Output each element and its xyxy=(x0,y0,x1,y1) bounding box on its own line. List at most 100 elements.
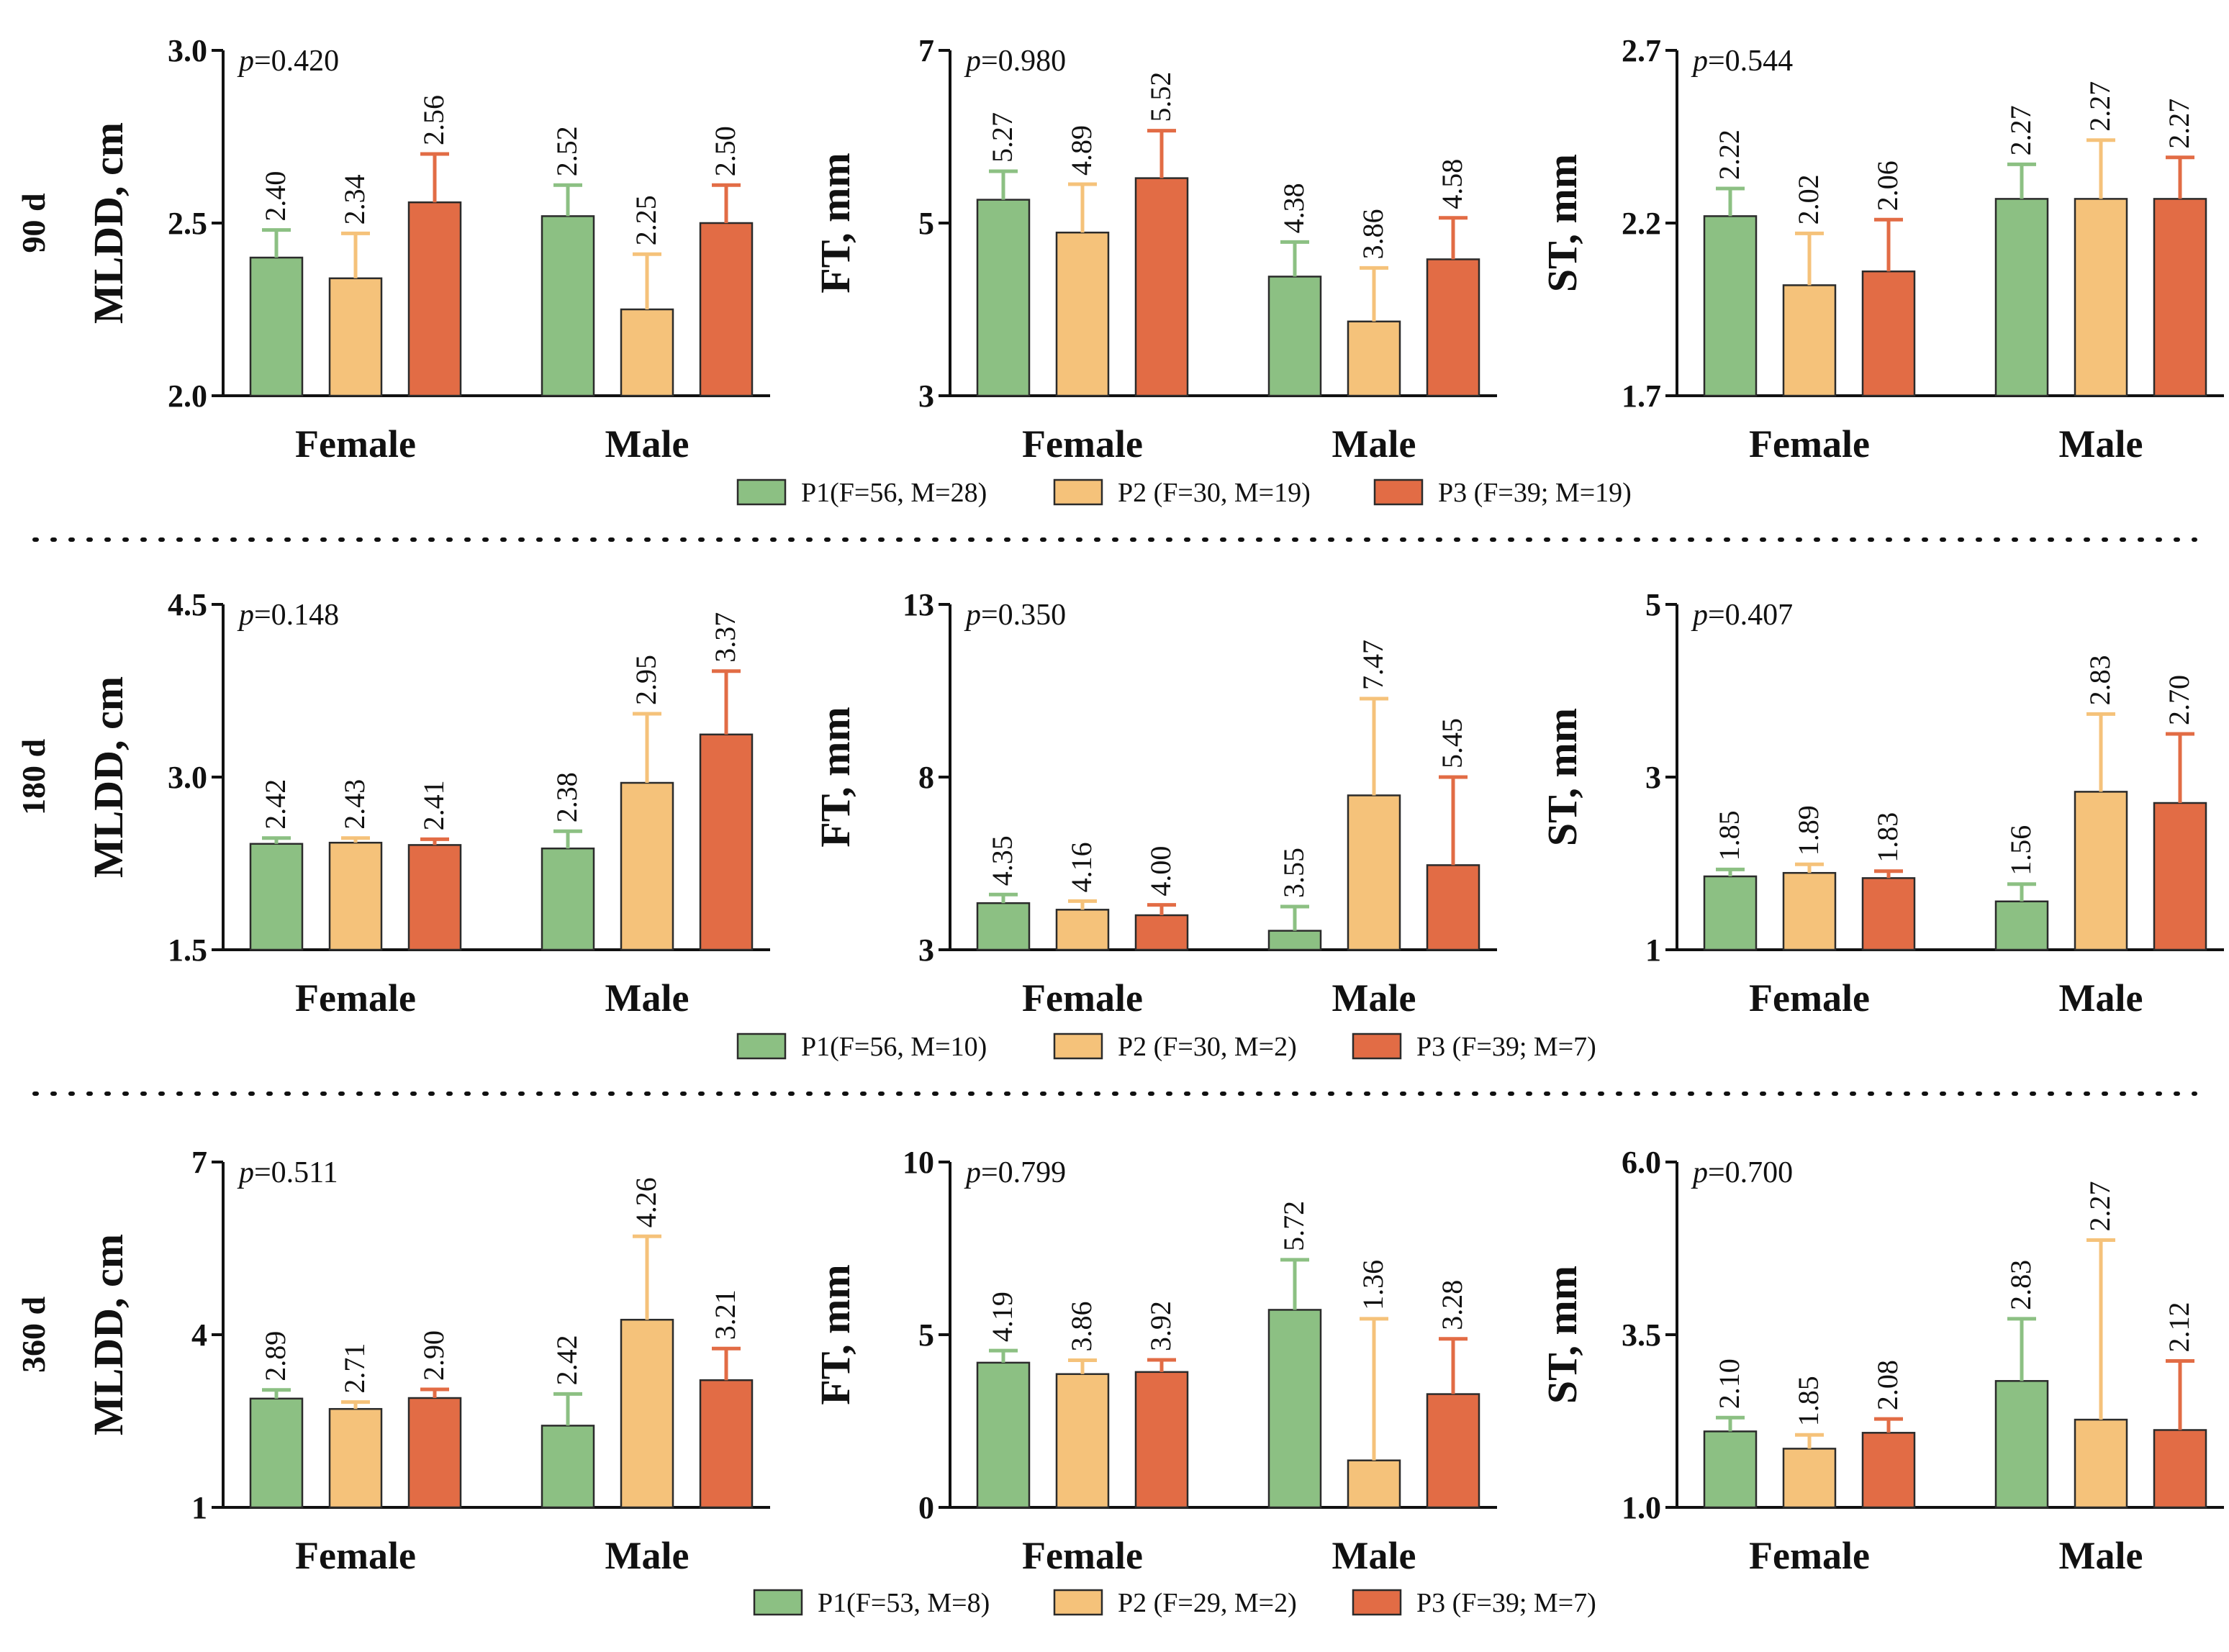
bar-value-label: 1.83 xyxy=(1871,812,1904,863)
y-tick-label: 5 xyxy=(1645,587,1661,622)
bar-value-label: 2.27 xyxy=(2004,105,2037,155)
y-axis-title: FT, mm xyxy=(812,153,859,293)
bar xyxy=(1782,1448,1837,1509)
p-value-label: p=0.420 xyxy=(237,45,339,78)
bar-value-label: 2.50 xyxy=(709,126,741,176)
p-value-italic-p: p xyxy=(1691,1156,1708,1189)
bar xyxy=(328,841,383,951)
legend: P1(F=56, M=10) P2 (F=30, M=2) P3 (F=39; M=… xyxy=(736,1032,1596,1062)
bar-value-label: 4.35 xyxy=(986,835,1018,886)
y-tick-label: 3.0 xyxy=(168,33,207,68)
bar xyxy=(2153,802,2207,951)
bar xyxy=(1861,270,1916,397)
x-category-label: Female xyxy=(295,422,416,466)
legend-swatch xyxy=(1053,478,1103,506)
legend-label: P2 (F=30, M=19) xyxy=(1118,478,1311,508)
bar xyxy=(2074,791,2128,951)
bar-value-label: 3.86 xyxy=(1065,1302,1098,1352)
bar-value-label: 3.92 xyxy=(1144,1301,1177,1351)
bar-value-label: 2.56 xyxy=(417,95,450,145)
bar-value-label: 4.00 xyxy=(1144,846,1177,897)
x-category-label: Male xyxy=(605,976,690,1020)
p-value-italic-p: p xyxy=(964,599,981,632)
bar xyxy=(1055,231,1110,397)
y-tick-label: 1.0 xyxy=(1622,1490,1661,1525)
bar xyxy=(620,781,674,951)
y-tick-label: 4.5 xyxy=(168,587,207,622)
bar-value-label: 5.27 xyxy=(986,112,1018,163)
x-category-label: Male xyxy=(1332,1534,1416,1577)
bar-value-label: 1.89 xyxy=(1792,805,1825,856)
p-value-italic-p: p xyxy=(237,1156,254,1189)
y-tick-label: 6.0 xyxy=(1622,1145,1661,1180)
y-tick-label: 3 xyxy=(1645,760,1661,795)
x-category-label: Female xyxy=(295,976,416,1020)
chart-panel: 0 5 10 FT, mm p=0.799 4.19 3.86 3.92 Female 5.72 1… xyxy=(812,1145,1497,1577)
x-category-label: Female xyxy=(1749,1534,1870,1577)
x-category-label: Female xyxy=(1022,1534,1143,1577)
y-tick-label: 3.5 xyxy=(1622,1317,1661,1353)
y-tick-label: 2.2 xyxy=(1622,206,1661,241)
y-tick-label: 2.5 xyxy=(168,206,207,241)
y-axis-title: FT, mm xyxy=(812,707,859,847)
bar xyxy=(249,843,304,951)
bar-value-label: 2.27 xyxy=(2163,99,2195,149)
bar xyxy=(620,308,674,397)
y-tick-label: 7 xyxy=(191,1145,207,1180)
bar xyxy=(541,1425,595,1509)
bar-value-label: 2.02 xyxy=(1792,174,1825,224)
bar-value-label: 1.85 xyxy=(1792,1376,1825,1426)
bar-value-label: 2.41 xyxy=(417,780,450,830)
p-value-number: =0.511 xyxy=(254,1156,338,1189)
bar xyxy=(1426,258,1480,397)
bar-value-label: 2.10 xyxy=(1713,1358,1745,1409)
legend-swatch xyxy=(753,1589,803,1616)
legend-label: P3 (F=39; M=19) xyxy=(1438,478,1632,508)
legend-swatch xyxy=(1352,1589,1402,1616)
bar-value-label: 2.90 xyxy=(417,1330,450,1381)
p-value-label: p=0.544 xyxy=(1691,45,1793,78)
bar xyxy=(407,201,462,397)
bar xyxy=(1267,930,1322,951)
y-axis-title: ST, mm xyxy=(1539,154,1586,292)
bar-value-label: 4.58 xyxy=(1436,159,1468,209)
y-axis-title: FT, mm xyxy=(812,1264,859,1404)
bar xyxy=(1134,177,1189,397)
bar xyxy=(699,1379,754,1509)
chart-panel: 1.0 3.5 6.0 ST, mm p=0.700 2.10 1.85 2.08 Female… xyxy=(1539,1145,2224,1577)
row-period-label: 360 d xyxy=(15,1297,52,1374)
bar-value-label: 4.89 xyxy=(1065,125,1098,176)
legend-label: P2 (F=29, M=2) xyxy=(1118,1588,1297,1618)
chart-panel: 3 5 7 FT, mm p=0.980 5.27 4.89 5.52 Female 4.38 3.… xyxy=(812,33,1497,466)
bar xyxy=(976,1361,1031,1509)
bar xyxy=(1861,877,1916,951)
bar-value-label: 3.55 xyxy=(1278,848,1310,898)
bar-value-label: 1.85 xyxy=(1713,810,1745,861)
x-category-label: Male xyxy=(2059,1534,2143,1577)
legend-label: P3 (F=39; M=7) xyxy=(1416,1588,1596,1618)
bar xyxy=(1703,1430,1758,1509)
bar xyxy=(699,733,754,951)
p-value-italic-p: p xyxy=(964,1156,981,1189)
bar xyxy=(2153,198,2207,397)
p-value-label: p=0.511 xyxy=(237,1156,338,1189)
y-tick-label: 5 xyxy=(918,206,934,241)
p-value-number: =0.980 xyxy=(981,45,1066,78)
x-category-label: Male xyxy=(2059,976,2143,1020)
x-category-label: Female xyxy=(295,1534,416,1577)
bar-value-label: 2.43 xyxy=(338,779,371,830)
bar xyxy=(249,256,304,397)
p-value-number: =0.700 xyxy=(1708,1156,1793,1189)
y-tick-label: 4 xyxy=(191,1317,207,1353)
bar xyxy=(2074,1418,2128,1509)
bar-value-label: 2.42 xyxy=(551,1335,583,1385)
bar xyxy=(1134,914,1189,951)
bar-value-label: 7.47 xyxy=(1357,640,1389,690)
bar-value-label: 3.21 xyxy=(709,1289,741,1340)
bar-value-label: 3.28 xyxy=(1436,1280,1468,1330)
bar-value-label: 4.38 xyxy=(1278,183,1310,233)
bar xyxy=(1347,320,1401,397)
y-axis-title: MLDD, cm xyxy=(85,1234,132,1435)
bar xyxy=(1055,1373,1110,1509)
legend-swatch xyxy=(736,1032,787,1060)
